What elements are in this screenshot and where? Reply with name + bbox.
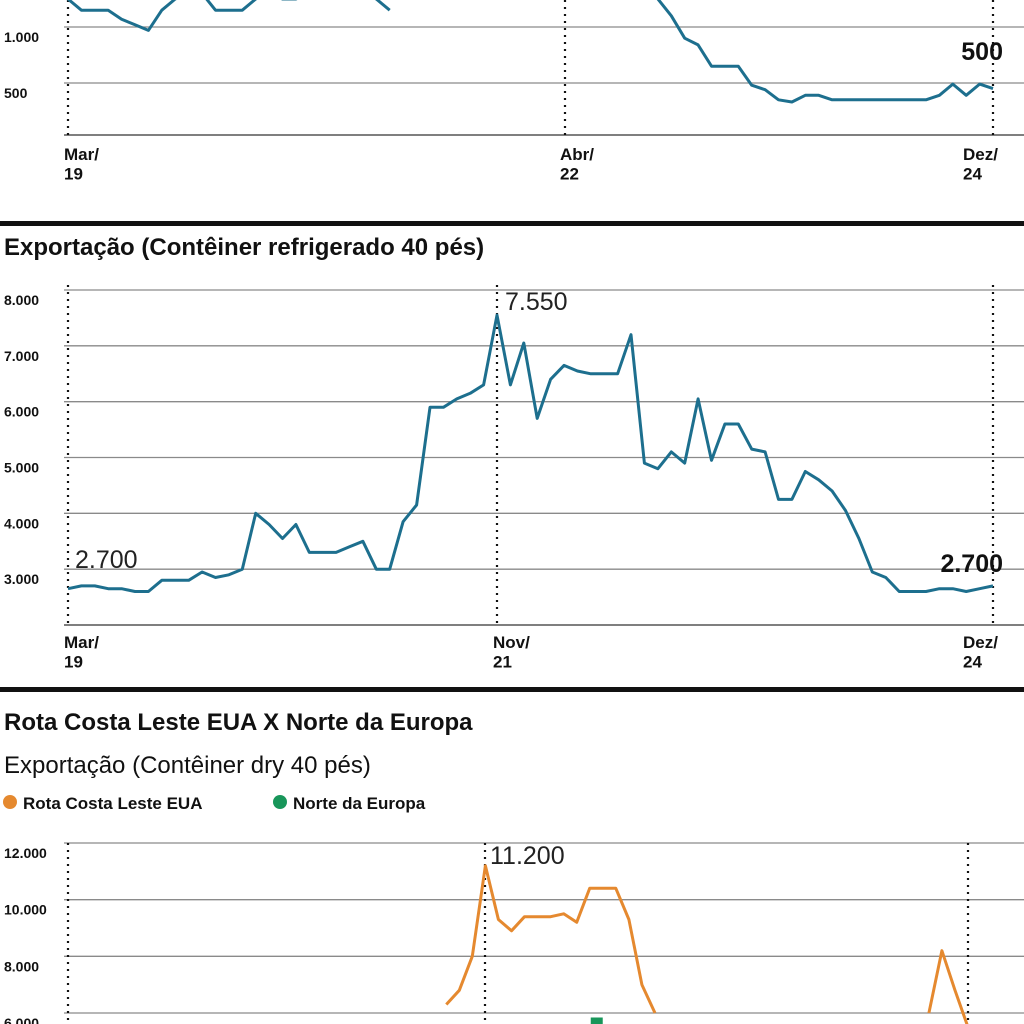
y-tick-label: 7.000	[4, 348, 39, 364]
y-tick-label: 3.000	[4, 571, 39, 587]
y-tick-label: 8.000	[4, 958, 39, 974]
x-tick-label: Abr/22	[560, 145, 594, 184]
chart-subtitle: Exportação (Contêiner dry 40 pés)	[4, 752, 371, 779]
chart-title: Rota Costa Leste EUA X Norte da Europa	[4, 709, 473, 736]
separator	[0, 687, 1024, 692]
annotation: 2.700	[75, 546, 138, 574]
y-tick-label: 500	[4, 85, 28, 101]
x-tick-label: Mar/19	[64, 145, 99, 184]
y-tick-label: 6.000	[4, 404, 39, 420]
annotation: 7.550	[505, 288, 568, 316]
separator	[0, 221, 1024, 226]
legend-label: Rota Costa Leste EUA	[23, 794, 202, 813]
series-line	[445, 864, 969, 1024]
x-tick-label: Dez/24	[963, 145, 998, 184]
y-tick-label: 6.000	[4, 1015, 39, 1024]
legend-marker	[3, 795, 17, 809]
legend-marker	[273, 795, 287, 809]
y-tick-label: 4.000	[4, 515, 39, 531]
x-tick-label: Nov/21	[493, 633, 530, 672]
y-tick-label: 12.000	[4, 845, 47, 861]
x-tick-label: Dez/24	[963, 633, 998, 672]
annotation: 2.700	[940, 550, 1003, 578]
y-tick-label: 5.000	[4, 460, 39, 476]
x-tick-label: Mar/19	[64, 633, 99, 672]
y-tick-label: 8.000	[4, 292, 39, 308]
chart-title: Exportação (Contêiner refrigerado 40 pés…	[4, 234, 484, 261]
series-line	[67, 0, 994, 104]
y-tick-label: 10.000	[4, 902, 47, 918]
annotation: 11.200	[490, 842, 565, 870]
series-line	[67, 313, 994, 593]
y-tick-label: 1.000	[4, 29, 39, 45]
annotation: 500	[961, 38, 1003, 66]
legend-label: Norte da Europa	[293, 794, 426, 813]
series-point	[590, 1017, 603, 1024]
